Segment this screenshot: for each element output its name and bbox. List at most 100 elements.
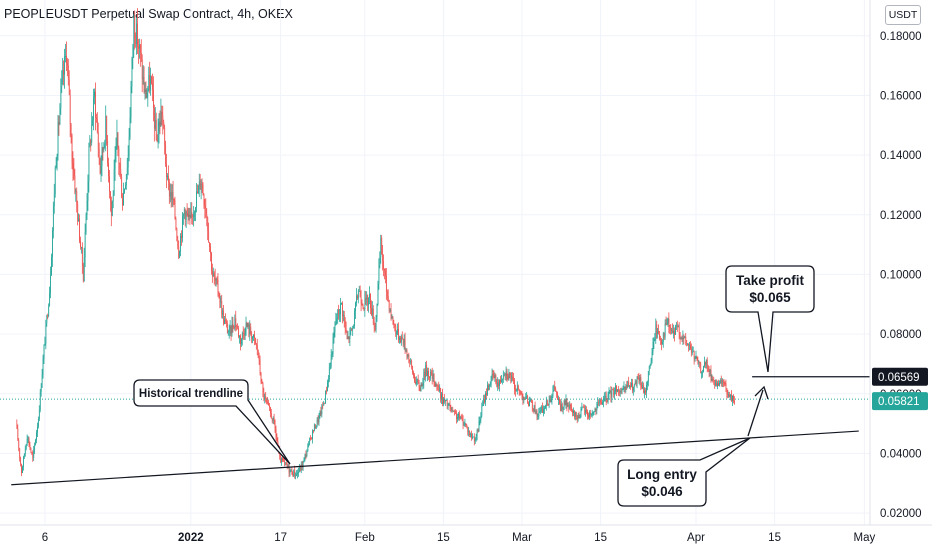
candle-body <box>78 218 80 222</box>
candle-body <box>241 338 242 344</box>
candle-body <box>650 361 652 366</box>
price-tags: 0.06569 0.05821 <box>872 367 928 411</box>
candle-body <box>621 389 623 392</box>
candle-body <box>516 385 518 391</box>
candle-body <box>618 390 620 393</box>
candle-body <box>388 299 390 311</box>
candle-body <box>635 381 637 384</box>
y-axis[interactable]: 0.020000.040000.060000.080000.100000.120… <box>869 0 922 525</box>
historical-trendline[interactable] <box>11 430 859 486</box>
candle-body <box>655 324 657 340</box>
candle-body <box>501 380 502 383</box>
candle-body <box>218 292 220 298</box>
candle-body <box>243 333 245 336</box>
candle-body <box>118 148 120 164</box>
candle-body <box>669 326 671 329</box>
candle-body <box>65 55 66 57</box>
candle-body <box>653 339 655 343</box>
candle-body <box>299 467 301 471</box>
candle-body <box>197 191 198 194</box>
candle-body <box>706 359 708 368</box>
candle-body <box>454 411 456 413</box>
candle-body <box>178 246 180 258</box>
candle-body <box>111 201 113 216</box>
candle-body <box>429 371 431 379</box>
candle-body <box>350 328 352 331</box>
candle-body <box>224 319 225 324</box>
candle-body <box>323 403 325 406</box>
candle-body <box>413 372 414 376</box>
candle-body <box>698 362 700 363</box>
candle-body <box>59 108 61 125</box>
candle-body <box>21 464 22 473</box>
candle-body <box>445 400 447 401</box>
historical-trendline-callout[interactable]: Historical trendline <box>133 379 291 465</box>
candle-body <box>585 409 587 413</box>
candle-body <box>723 382 725 384</box>
candle-body <box>599 400 601 403</box>
candle-body <box>387 296 389 300</box>
candle-body <box>73 169 75 176</box>
candle-body <box>189 214 191 219</box>
candle-body <box>85 215 87 232</box>
candle-body <box>625 385 627 390</box>
candle-body <box>393 324 395 326</box>
candle-body <box>680 337 682 339</box>
x-tick-label: Apr <box>687 532 705 544</box>
take-profit-callout[interactable]: Take profit $0.065 <box>725 265 815 373</box>
candle-body <box>199 180 201 190</box>
candle-body <box>318 415 320 423</box>
y-tick-label: 0.12000 <box>880 210 922 222</box>
candle-body <box>483 398 485 405</box>
candle-body <box>620 390 622 392</box>
candle-body <box>469 431 471 436</box>
candle-body <box>295 475 297 477</box>
candle-body <box>300 464 302 471</box>
long-entry-callout[interactable]: Long entry $0.046 <box>617 437 751 507</box>
currency-button[interactable]: USDT <box>885 5 921 25</box>
x-axis[interactable]: 6 2022 17 Feb 15 Mar 15 Apr 15 May <box>0 524 932 544</box>
candle-body <box>101 147 103 167</box>
candle-body <box>529 400 530 406</box>
candle-body <box>32 453 34 458</box>
candle-body <box>632 386 634 391</box>
candle-body <box>464 423 466 425</box>
candle-body <box>465 423 467 426</box>
candle-body <box>356 295 357 303</box>
candle-body <box>264 396 266 399</box>
candle-body <box>110 200 112 216</box>
candle-body <box>404 338 406 350</box>
candle-body <box>190 212 192 219</box>
candle-body <box>566 398 568 407</box>
candle-body <box>685 336 687 341</box>
candle-body <box>546 400 548 405</box>
candle-body <box>631 382 632 387</box>
candle-body <box>682 336 684 340</box>
y-tick-label: 0.10000 <box>880 269 922 281</box>
candle-body <box>283 460 284 462</box>
chart-title: PEOPLEUSDT Perpetual Swap Contract, 4h, … <box>4 7 293 21</box>
candle-body <box>461 417 463 420</box>
candle-body <box>221 301 223 315</box>
candle-body <box>550 399 552 403</box>
candle-body <box>500 379 501 383</box>
candle-body <box>656 324 658 335</box>
candle-body <box>719 380 721 383</box>
x-tick-label: 15 <box>594 532 607 544</box>
historical-callout-line-1: Historical trendline <box>139 388 243 400</box>
candle-body <box>304 454 306 458</box>
candle-body <box>212 270 213 277</box>
candle-body <box>266 398 268 402</box>
candle-body <box>168 176 169 183</box>
candle-body <box>371 308 372 315</box>
candle-body <box>39 391 41 411</box>
candle-body <box>248 324 250 334</box>
candle-body <box>481 405 483 416</box>
candle-body <box>281 457 283 463</box>
candle-body <box>155 119 157 140</box>
candle-body <box>30 448 32 453</box>
candle-body <box>598 402 600 403</box>
candle-body <box>233 327 235 329</box>
candle-body <box>721 379 723 384</box>
